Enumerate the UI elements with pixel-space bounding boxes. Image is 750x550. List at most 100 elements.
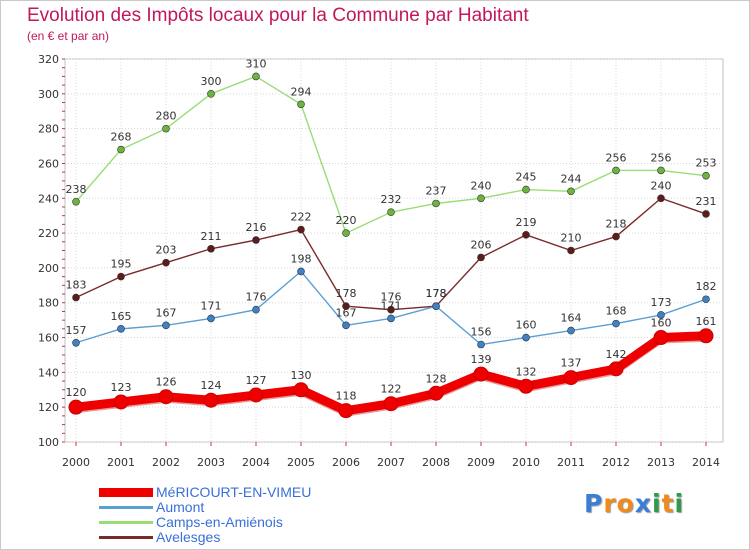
- data-point: [207, 244, 215, 253]
- data-point: [207, 314, 215, 323]
- legend-swatch: [99, 488, 153, 497]
- x-tick-label: 2005: [287, 456, 315, 469]
- data-point: [518, 378, 534, 394]
- data-label: 218: [606, 218, 627, 231]
- data-label: 231: [696, 195, 717, 208]
- data-label: 238: [66, 183, 87, 196]
- data-point: [387, 208, 395, 216]
- data-label: 222: [291, 211, 312, 224]
- data-point: [338, 403, 354, 419]
- data-label: 164: [561, 312, 582, 325]
- legend-swatch: [99, 506, 153, 509]
- data-label: 176: [381, 291, 402, 304]
- data-point: [162, 124, 170, 133]
- data-point: [117, 325, 125, 333]
- data-label: 310: [246, 57, 267, 70]
- data-label: 219: [516, 216, 537, 229]
- legend-label: Aumont: [156, 499, 205, 515]
- data-label: 161: [696, 315, 717, 328]
- data-point: [117, 272, 125, 281]
- data-point: [113, 394, 129, 410]
- legend-label: Avelesges: [156, 529, 221, 545]
- data-point: [702, 210, 710, 218]
- data-point: [342, 321, 350, 330]
- y-tick-label: 320: [38, 53, 59, 66]
- data-point: [567, 187, 575, 196]
- data-label: 160: [516, 319, 537, 332]
- data-label: 182: [696, 280, 717, 293]
- data-label: 198: [291, 252, 312, 265]
- data-label: 167: [156, 306, 177, 319]
- chart-title: Evolution des Impôts locaux pour la Comm…: [27, 5, 529, 26]
- data-label: 123: [111, 381, 132, 394]
- data-label: 171: [381, 299, 402, 312]
- x-tick-label: 2000: [62, 456, 90, 469]
- x-tick-label: 2008: [422, 456, 450, 469]
- x-tick-label: 2006: [332, 456, 360, 469]
- data-label: 280: [156, 110, 177, 123]
- data-label: 168: [606, 305, 627, 318]
- data-point: [293, 382, 309, 398]
- data-point: [653, 330, 669, 346]
- data-label: 132: [516, 365, 537, 378]
- x-tick-label: 2001: [107, 456, 135, 469]
- data-point: [297, 225, 305, 234]
- data-label: 120: [66, 386, 87, 399]
- data-point: [72, 338, 80, 347]
- y-tick-label: 180: [38, 297, 59, 310]
- data-point: [387, 314, 395, 323]
- data-point: [698, 328, 714, 344]
- data-label: 240: [651, 179, 672, 192]
- data-label: 237: [426, 184, 447, 197]
- data-label: 206: [471, 238, 492, 251]
- data-label: 245: [516, 171, 537, 184]
- data-label: 128: [426, 372, 447, 385]
- data-label: 126: [156, 376, 177, 389]
- logo-letter: o: [616, 489, 635, 518]
- data-label: 268: [111, 131, 132, 144]
- logo-letter: i: [674, 489, 685, 518]
- y-tick-label: 100: [38, 436, 59, 449]
- data-point: [252, 305, 260, 314]
- data-label: 300: [201, 75, 222, 88]
- data-point: [702, 171, 710, 180]
- data-label: 142: [606, 348, 627, 361]
- x-tick-label: 2007: [377, 456, 405, 469]
- data-label: 203: [156, 244, 177, 257]
- series-avelesges: 183 195 203 211 216 222 178 176 178 206 219 210 218 2…: [66, 179, 717, 314]
- data-point: [428, 385, 444, 401]
- data-label: 171: [201, 299, 222, 312]
- y-tick-label: 280: [38, 123, 59, 136]
- data-point: [477, 194, 485, 203]
- legend-label: Camps-en-Amiénois: [156, 514, 283, 530]
- logo-letter: x: [634, 489, 652, 518]
- data-label: 210: [561, 232, 582, 245]
- data-point: [432, 302, 440, 311]
- data-point: [162, 258, 170, 267]
- data-point: [477, 253, 485, 262]
- data-point: [158, 389, 174, 405]
- y-tick-label: 260: [38, 157, 59, 170]
- data-point: [252, 236, 260, 244]
- data-point: [567, 326, 575, 335]
- data-label: 211: [201, 230, 222, 243]
- data-label: 220: [336, 214, 357, 227]
- legend-label: MéRICOURT-EN-VIMEU: [156, 484, 312, 500]
- data-label: 253: [696, 157, 717, 170]
- data-label: 122: [381, 383, 402, 396]
- data-point: [117, 145, 125, 154]
- data-point: [72, 293, 80, 302]
- x-tick-label: 2003: [197, 456, 225, 469]
- data-point: [248, 387, 264, 403]
- data-point: [383, 396, 399, 412]
- data-label: 139: [471, 353, 492, 366]
- logo-letter: i: [652, 489, 662, 518]
- data-label: 165: [111, 310, 132, 323]
- logo-letter: t: [661, 489, 675, 518]
- x-tick-label: 2011: [557, 456, 585, 469]
- data-point: [702, 295, 710, 304]
- y-tick-label: 220: [38, 227, 59, 240]
- data-point: [563, 370, 579, 386]
- data-point: [522, 231, 530, 239]
- data-point: [567, 246, 575, 255]
